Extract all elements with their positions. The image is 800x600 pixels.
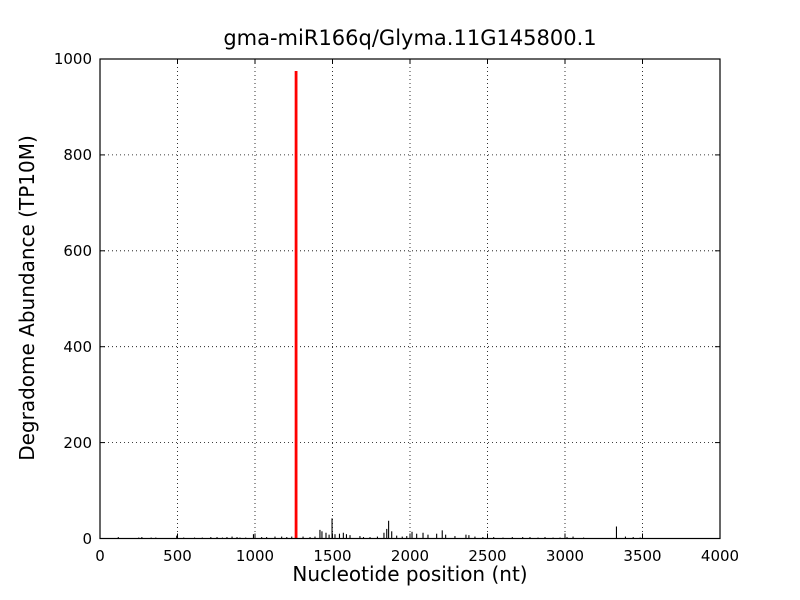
chart-title: gma-miR166q/Glyma.11G145800.1	[223, 26, 597, 50]
x-tick-label: 3500	[623, 547, 662, 565]
y-tick-label: 0	[82, 529, 92, 548]
x-tick-label: 1000	[235, 547, 275, 565]
x-tick-label: 3000	[545, 547, 585, 565]
x-tick-label: 500	[163, 547, 192, 565]
x-axis-label: Nucleotide position (nt)	[292, 562, 528, 586]
y-tick-label: 600	[63, 241, 92, 260]
x-tick-label: 0	[95, 547, 105, 565]
y-tick-label: 200	[63, 433, 92, 452]
y-tick-label: 800	[63, 145, 92, 164]
y-axis-label-text: Degradome Abundance (TP10M)	[15, 135, 39, 461]
x-tick-label: 1500	[313, 547, 352, 565]
y-tick-label: 400	[63, 337, 92, 356]
x-tick-label: 2500	[468, 547, 507, 565]
y-tick-label: 1000	[53, 50, 92, 68]
plot-frame	[99, 58, 721, 540]
x-tick-label: 4000	[700, 547, 740, 565]
x-tick-label: 2000	[390, 547, 430, 565]
